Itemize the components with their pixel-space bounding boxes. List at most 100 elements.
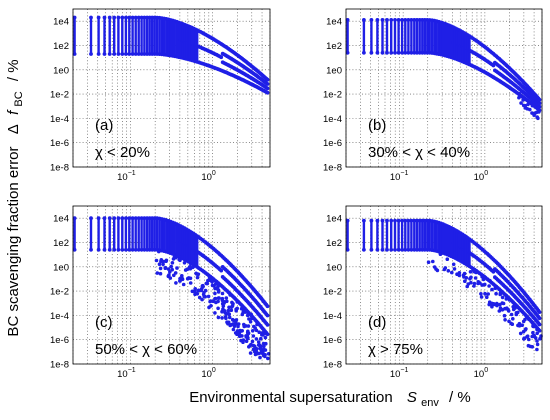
x-tick-label: 100 (201, 170, 216, 183)
x-tick-exp: 0 (212, 367, 216, 374)
data-point-band (175, 21, 178, 57)
data-point (206, 278, 210, 283)
data-point (469, 280, 473, 285)
data-point (535, 342, 540, 347)
data-point-band (167, 19, 170, 56)
data-point (479, 295, 484, 299)
data-point-band (131, 17, 134, 54)
data-point-band (143, 218, 146, 250)
data-point-band (145, 218, 149, 250)
x-tick-exp: 0 (212, 170, 216, 177)
data-point (537, 97, 542, 102)
data-point (250, 329, 255, 333)
data-point-band (448, 226, 451, 256)
data-point-band (453, 28, 457, 59)
data-point-band (124, 17, 128, 54)
panel-label: (b) (368, 117, 386, 134)
x-tick-label: 100 (201, 367, 216, 380)
y-tick-label: 1e4 (326, 17, 342, 28)
data-point-band (415, 19, 419, 53)
data-point (224, 316, 228, 321)
data-point (207, 305, 211, 310)
data-point (457, 273, 462, 278)
data-point (517, 323, 522, 327)
data-point (219, 268, 224, 273)
data-point-band (397, 19, 400, 53)
y-tick-label: 1e0 (326, 262, 342, 273)
data-point-band (173, 223, 176, 255)
data-point (251, 334, 256, 338)
data-point (495, 301, 499, 306)
data-point (241, 340, 245, 345)
x-tick-base: 10 (390, 369, 401, 380)
data-point-band (97, 17, 100, 54)
svg-text:Environmental supersaturation: Environmental supersaturation S env / % (189, 389, 470, 410)
data-point (265, 313, 270, 318)
data-point (490, 287, 494, 292)
x-tick-base: 10 (201, 172, 212, 183)
y-tick-label: 1e4 (326, 214, 342, 225)
data-point (216, 299, 220, 304)
data-point-band (190, 27, 194, 61)
data-point (168, 270, 172, 274)
data-point-band (117, 17, 120, 54)
data-point (462, 271, 467, 276)
data-point (216, 282, 220, 287)
data-point-band (89, 218, 93, 250)
data-point-band (381, 220, 384, 250)
data-point-band (155, 218, 159, 250)
data-point (537, 101, 542, 106)
data-point (188, 276, 193, 281)
data-point (161, 259, 166, 264)
data-point-band (463, 235, 466, 263)
data-point (233, 319, 238, 324)
data-point (244, 339, 249, 344)
data-point-band (148, 17, 151, 54)
data-point (170, 261, 175, 265)
data-point (254, 328, 259, 333)
data-point-band (410, 220, 413, 250)
data-point-band (346, 220, 349, 250)
data-point (510, 322, 515, 327)
data-point-band (183, 228, 186, 260)
scatter-points (345, 18, 542, 121)
data-point (431, 259, 435, 264)
data-point (266, 352, 271, 356)
data-point-band (421, 220, 424, 250)
data-point (246, 329, 250, 334)
data-point (213, 296, 218, 301)
data-point (201, 283, 205, 288)
panel-label: (c) (95, 314, 113, 331)
y-tick-label: 1e2 (53, 238, 69, 249)
data-point-band (393, 19, 397, 53)
data-point-band (181, 23, 184, 58)
data-point (485, 295, 489, 300)
data-point-band (165, 18, 168, 55)
y-axis-title-delta: Δ (5, 124, 22, 134)
data-point (265, 323, 270, 327)
axis-frame (72, 205, 271, 365)
data-point (215, 286, 219, 291)
data-point (451, 262, 456, 267)
data-point (511, 317, 515, 321)
y-tick-label: 1e-2 (323, 90, 342, 101)
data-point-band (162, 18, 166, 55)
data-point-band (418, 19, 421, 53)
data-point (265, 332, 270, 337)
data-point (265, 304, 270, 309)
data-point (221, 304, 226, 308)
data-point-band (158, 17, 161, 55)
data-point (452, 267, 457, 271)
data-point (259, 347, 263, 352)
data-point (238, 328, 242, 333)
data-point (230, 317, 235, 322)
data-point-band (370, 19, 373, 53)
data-point (500, 295, 505, 300)
data-point (225, 299, 229, 304)
data-point-band (435, 222, 438, 251)
data-point (257, 343, 262, 347)
y-tick-label: 1e-8 (50, 360, 69, 371)
data-point (180, 276, 184, 280)
